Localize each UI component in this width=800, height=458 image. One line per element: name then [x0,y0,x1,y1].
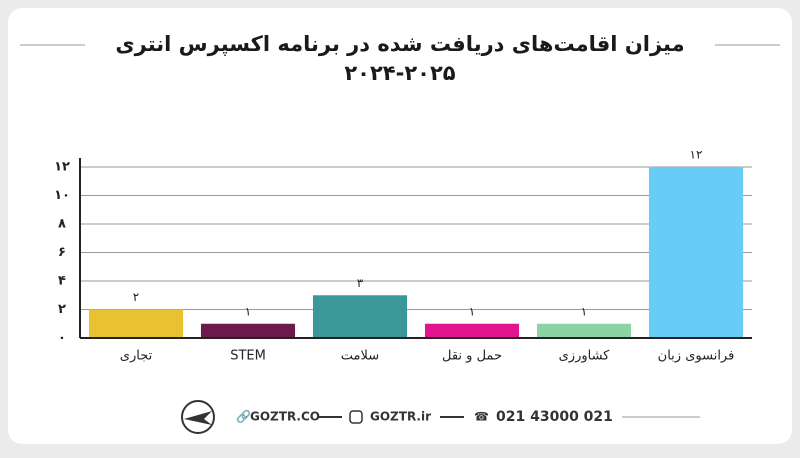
chart-title: میزان اقامت‌های دریافت شده در برنامه اکس… [115,32,684,56]
bar [648,167,744,338]
footer: 🔗 GOZTR.CO GOZTR.ir ☎ 021 43000 021 [181,400,700,434]
value-label: ۱ [469,304,475,318]
x-tick-label: سلامت [341,349,379,364]
x-tick-label: حمل و نقل [442,349,502,364]
website: GOZTR.CO [250,410,320,424]
logo [181,400,215,434]
y-tick-label: ۶ [58,245,66,260]
y-tick-label: ۲ [58,302,66,317]
bar [536,323,632,338]
bar [312,295,408,338]
value-label: ۱ [581,304,587,318]
bar [424,323,520,338]
link-icon: 🔗 [236,409,251,424]
chart-subtitle: ۲۰۲۴-۲۰۲۵ [344,61,455,85]
instagram: GOZTR.ir [370,410,431,424]
y-tick-label: ۱۲ [54,160,70,175]
phone: 021 43000 021 [496,409,613,425]
bar [88,309,184,338]
x-tick-label: تجاری [120,349,153,364]
x-tick-label: فرانسوی زبان [658,349,735,364]
y-tick-label: ۰ [58,331,66,346]
y-tick-label: ۸ [58,217,66,232]
x-tick-label: STEM [230,349,266,364]
logo [184,411,212,425]
y-tick-label: ۱۰ [54,188,70,203]
bar [200,323,296,338]
instagram-icon [349,410,363,424]
x-tick-label: کشاورزی [559,349,611,364]
value-label: ۲ [133,290,139,304]
y-tick-label: ۴ [58,274,66,289]
value-label: ۳ [357,276,364,290]
value-label: ۱ [245,304,251,318]
value-label: ۱۲ [690,148,703,162]
phone-icon: ☎ [474,410,489,424]
